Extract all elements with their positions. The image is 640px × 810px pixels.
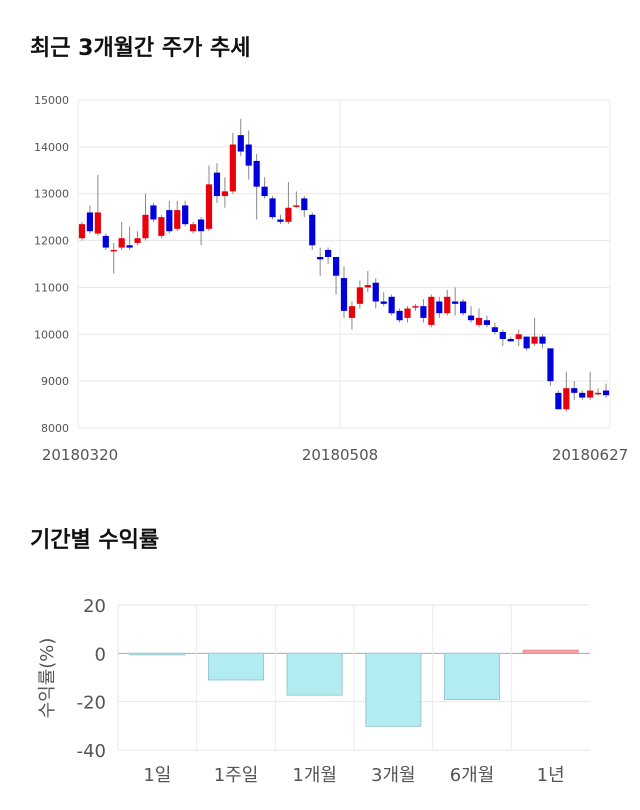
candle-body [78,224,86,239]
candle-body [269,198,276,218]
y-tick-label: 11000 [34,281,69,294]
candle-body [444,296,451,314]
candle-body [483,320,491,325]
y-tick-label: 9000 [41,375,69,388]
y-tick-label: 8000 [41,422,69,435]
return-bar [443,652,501,700]
candle-body [253,160,260,187]
y-tick-label: 0 [95,644,106,665]
candle-body [364,285,371,288]
return-bar [365,652,422,727]
y-axis-label: 수익률(%) [37,638,58,719]
candle-body [221,191,228,197]
candle-body [245,144,252,166]
candle-body [602,390,610,396]
candle-body [110,249,117,252]
candle-body [348,306,356,318]
y-tick-label: 10000 [34,328,69,341]
x-tick-label: 20180320 [42,446,118,464]
candle-body [539,336,546,344]
candle-body [523,336,530,349]
candle-body [555,392,562,410]
return-bar [522,649,579,654]
candle-body [190,224,197,232]
candle-body [118,238,125,248]
candle-body [420,306,427,318]
candle-body [499,331,506,339]
candle-body [158,217,165,236]
return-bar [286,652,343,696]
candle-body [547,348,554,382]
candle-body [388,296,395,314]
candle-body [317,256,324,260]
y-tick-label: 13000 [34,188,69,201]
candle-body [372,282,379,302]
x-tick-label: 20180627 [552,446,628,464]
candle-body [205,184,213,229]
candle-body [325,249,332,257]
y-tick-label: -20 [77,693,106,714]
candle-body [452,301,459,304]
candle-body [142,214,149,239]
candle-body [309,214,316,246]
candle-body [261,186,268,197]
candle-body [301,198,308,211]
y-tick-label: 12000 [34,235,69,248]
x-tick-label: 3개월 [371,765,416,786]
x-tick-label: 1일 [143,765,171,786]
candle-body [126,245,133,248]
candle-body [285,207,292,222]
candle-body [587,390,594,398]
candle-body [86,212,94,232]
candle-body [182,205,189,225]
y-tick-label: 20 [83,596,106,617]
candle-body [428,296,435,325]
candle-body [340,278,348,311]
candle-body [491,327,498,332]
y-tick-label: -40 [77,741,106,762]
return-bar [207,652,265,681]
x-tick-label: 1주일 [214,765,259,786]
candle-body [237,135,244,152]
candle-body [213,172,221,197]
candle-body [571,388,578,393]
return-bar [129,652,186,656]
candle-body [412,306,419,308]
candle-body [166,210,173,232]
candle-body [102,235,109,248]
candle-body [460,301,467,314]
candle-body [475,317,483,325]
candle-body [467,315,475,321]
candle-body [380,301,387,304]
candle-body [436,301,443,314]
x-tick-label: 1년 [537,765,565,786]
y-tick-label: 14000 [34,141,69,154]
candle-body [197,219,205,232]
candle-body [356,287,363,304]
candle-body [174,210,181,229]
stock-trend-title: 최근 3개월간 주가 추세 [30,36,251,61]
x-tick-label: 6개월 [450,765,495,786]
candle-body [563,388,570,410]
x-tick-label: 1개월 [292,765,337,786]
candle-body [594,392,602,395]
candle-body [277,219,284,222]
candle-body [293,205,300,207]
candle-body [531,336,538,344]
candle-body [507,338,514,342]
candle-body [396,310,403,321]
candle-body [404,308,411,318]
candle-body [229,144,236,192]
stock-candlestick-chart: 15000 14000 13000 12000 11000 10000 9000 8000 20… [34,94,628,464]
candle-body [94,212,101,234]
x-tick-label: 20180508 [302,446,378,464]
candle-body [332,256,340,276]
candle-body [579,392,586,398]
period-return-title: 기간별 수익률 [30,528,160,553]
candle-body [515,334,522,339]
candle-body [134,238,141,243]
y-tick-label: 15000 [34,94,69,107]
candle-body [150,205,157,220]
